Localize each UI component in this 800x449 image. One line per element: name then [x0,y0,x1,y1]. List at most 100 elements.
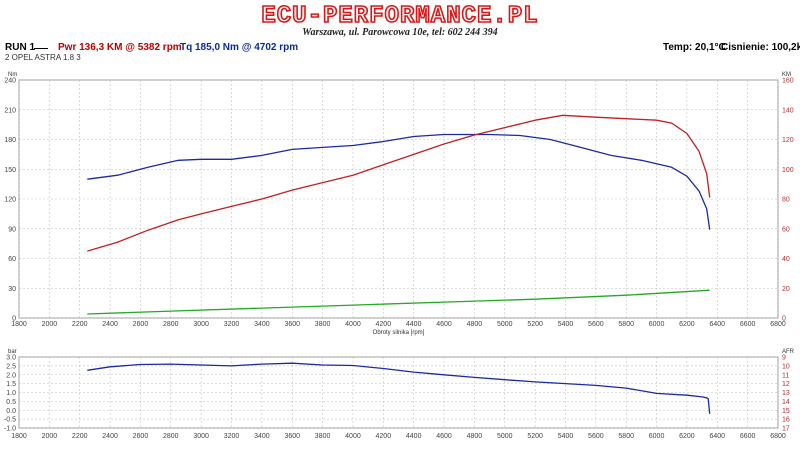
series-line-0-2 [87,289,710,315]
x-tick-label: 5000 [497,321,513,328]
temperature-readout: Temp: 20,1°C [663,42,726,53]
x-tick-label: 2400 [102,433,118,440]
y-tick-label-right: 13 [782,390,790,397]
y-tick-label-right: 14 [782,399,790,406]
x-tick-label: 3000 [193,321,209,328]
x-tick-label: 4800 [467,433,483,440]
x-tick-label: 3600 [284,433,300,440]
y-tick-label-left: 0 [12,316,16,323]
y-tick-label-left: -0.5 [4,417,16,424]
y-tick-label-left: 2.5 [6,363,16,370]
y-tick-label-right: 15 [782,408,790,415]
x-tick-label: 3000 [193,433,209,440]
x-tick-label: 6400 [709,321,725,328]
y-tick-label-right: 9 [782,355,786,362]
x-tick-label: 2800 [163,321,179,328]
y-tick-label-right: 11 [782,372,789,379]
power-peak-label: Pwr 136,3 KM @ 5382 rpm [58,42,182,53]
y-tick-label-left: 1.5 [6,381,16,388]
x-tick-label: 4800 [467,321,483,328]
y-tick-label-left: 1.0 [6,390,16,397]
y-tick-label-left: 2.0 [6,372,16,379]
x-tick-label: 3800 [315,321,331,328]
x-tick-label: 5000 [497,433,513,440]
x-tick-label: 2400 [102,321,118,328]
x-tick-label: 2200 [72,433,88,440]
x-tick-label: 6600 [740,321,756,328]
x-tick-label: 4000 [345,433,361,440]
x-tick-label: 2600 [133,321,149,328]
x-tick-label: 3400 [254,433,270,440]
y-tick-label-right: 12 [782,381,790,388]
x-tick-label: 6000 [649,433,665,440]
y-tick-label-right: 0 [782,316,786,323]
x-tick-label: 3200 [224,433,240,440]
x-tick-label: 2000 [42,321,58,328]
x-tick-label: 3200 [224,321,240,328]
x-tick-label: 2200 [72,321,88,328]
y-tick-label-right: 100 [782,167,794,174]
x-tick-label: 4600 [436,321,452,328]
series-line-1-0 [87,362,711,414]
y-tick-label-left: 240 [4,78,16,85]
x-tick-label: 4400 [406,433,422,440]
x-tick-label: 6200 [679,321,695,328]
y-tick-label-right: 160 [782,78,794,85]
x-tick-label: 2800 [163,433,179,440]
x-tick-label: 1800 [11,321,27,328]
x-tick-label: 6200 [679,433,695,440]
x-tick-label: 5800 [618,433,634,440]
y-tick-label-left: 210 [4,107,16,114]
y-tick-label-right: 60 [782,226,790,233]
x-tick-label: 6000 [649,321,665,328]
x-tick-label: 5200 [527,433,543,440]
y-tick-label-right: 40 [782,256,790,263]
y-tick-label-right: 120 [782,137,794,144]
y-tick-label-right: 140 [782,107,794,114]
series-line-0-1 [87,114,711,252]
x-axis-label: Obroty silnika [rpm] [373,330,425,336]
y-tick-label-left: -1.0 [4,426,16,433]
y-tick-label-left: 0.5 [6,399,16,406]
x-tick-label: 6800 [770,433,786,440]
x-tick-label: 6600 [740,433,756,440]
logo-text: ECU-PERFORMANCE.PL [261,3,538,28]
y-axis-label-left: Nm [8,72,17,78]
x-tick-label: 4600 [436,433,452,440]
y-tick-label-left: 90 [8,226,16,233]
y-tick-label-right: 20 [782,286,790,293]
x-tick-label: 3600 [284,321,300,328]
x-tick-label: 5200 [527,321,543,328]
x-tick-label: 3800 [315,433,331,440]
x-tick-label: 6400 [709,433,725,440]
y-tick-label-right: 16 [782,417,790,424]
y-axis-label-left: bar [8,349,17,355]
x-tick-label: 4000 [345,321,361,328]
x-tick-label: 2600 [133,433,149,440]
x-tick-label: 5600 [588,321,604,328]
run-label: RUN 1 [5,42,36,53]
y-tick-label-right: 17 [782,426,790,433]
x-tick-label: 2000 [42,433,58,440]
y-axis-label-right: AFR [782,349,795,355]
address-line: Warszawa, ul. Parowcowa 10e, tel: 602 24… [302,27,498,38]
y-tick-label-left: 120 [4,197,16,204]
x-tick-label: 5400 [558,321,574,328]
series-line-0-0 [87,133,711,230]
x-tick-label: 3400 [254,321,270,328]
y-tick-label-right: 10 [782,363,790,370]
x-tick-label: 1800 [11,433,27,440]
x-tick-label: 5800 [618,321,634,328]
y-axis-label-right: KM [782,72,791,78]
x-tick-label: 4200 [376,321,392,328]
y-tick-label-left: 150 [4,167,16,174]
y-tick-label-left: 180 [4,137,16,144]
run-line-marker [34,48,48,49]
y-tick-label-right: 80 [782,197,790,204]
logo-title: ECU-PERFORMANCE.PL [261,2,539,28]
x-tick-label: 5600 [588,433,604,440]
y-tick-label-left: 0.0 [6,408,16,415]
vehicle-subtitle: 2 OPEL ASTRA 1.8 3 [5,53,81,62]
y-tick-label-left: 60 [8,256,16,263]
